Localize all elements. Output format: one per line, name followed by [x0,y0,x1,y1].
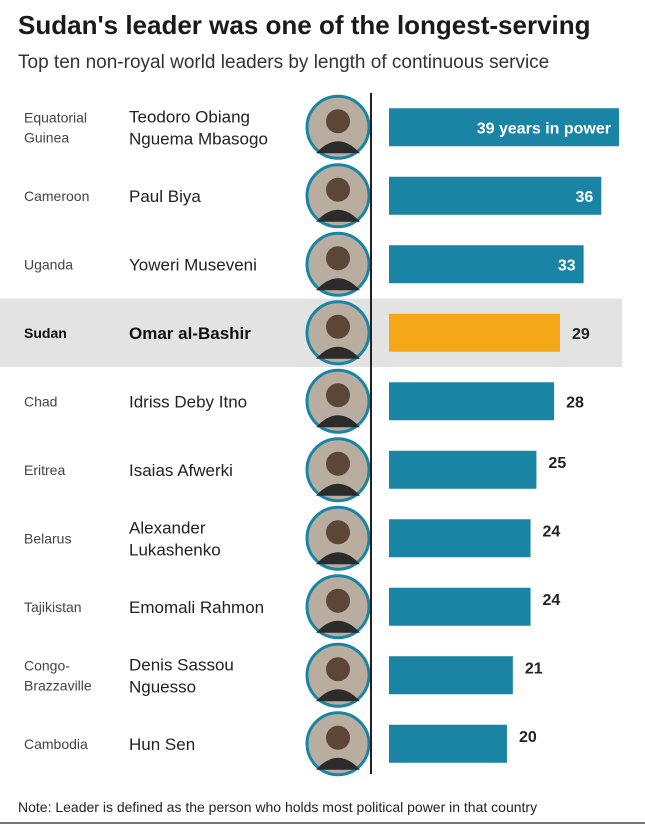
country-label: Eritrea [24,462,65,478]
leader-portrait [305,437,371,503]
portrait-shoulders [316,278,360,291]
leader-name: Teodoro Obiang Nguema Mbasogo [129,107,268,148]
bar [389,382,555,421]
country-label: Cameroon [24,188,89,204]
bar-value-label: 39 years in power [477,120,611,137]
leader-portrait [305,231,371,297]
leader-portrait [305,300,371,366]
bar [389,176,602,215]
leader-name: Omar al-Bashir [129,324,251,343]
portrait-head [326,109,350,134]
bar [389,587,531,626]
country-label: Cambodia [24,736,88,752]
bar-value-label: 33 [558,257,576,274]
country-label: Belarus [24,530,71,546]
bar [389,108,619,147]
portrait-head [326,451,350,476]
leader-name: Paul Biya [129,187,201,206]
country-label: Equatorial Guinea [24,109,87,145]
leader-name: Alexander Lukashenko [129,518,221,559]
bar-value-label: 21 [525,660,543,677]
portrait-head [326,725,350,750]
leader-name: Idriss Deby Itno [129,392,247,411]
footnote: Note: Leader is defined as the person wh… [18,799,538,815]
portrait-shoulders [316,141,360,154]
leader-portrait [305,711,371,777]
portrait-shoulders [316,415,360,428]
leader-portrait [305,574,371,640]
chart-subtitle: Top ten non-royal world leaders by lengt… [18,52,550,73]
bar [389,245,584,284]
leader-portrait [305,505,371,571]
portrait-head [326,246,350,271]
leader-name: Isaias Afwerki [129,461,233,480]
portrait-shoulders [316,209,360,222]
portrait-head [326,588,350,613]
portrait-shoulders [316,689,360,702]
bar-value-label: 24 [543,592,561,609]
leader-name: Denis Sassou Nguesso [129,655,234,696]
leader-name: Emomali Rahmon [129,598,264,617]
bar [389,450,537,489]
country-label: Tajikistan [24,599,82,615]
portrait-head [326,383,350,408]
portrait-head [326,314,350,339]
bar-value-label: 36 [576,189,594,206]
bar [389,656,513,695]
portrait-head [326,520,350,545]
bar [389,313,561,352]
bar-value-label: 29 [572,326,590,343]
leader-portrait [305,163,371,229]
leader-name: Yoweri Museveni [129,255,257,274]
country-label: Chad [24,393,57,409]
bar-value-label: 20 [519,729,537,746]
bar [389,519,531,558]
portrait-shoulders [316,483,360,496]
portrait-shoulders [316,346,360,359]
leader-name: Hun Sen [129,735,195,754]
leader-portrait [305,94,371,160]
leader-portrait [305,368,371,434]
bar-chart: Equatorial Guinea Teodoro Obiang Nguema Mba… [0,93,622,777]
chart-title: Sudan's leader was one of the longest-se… [18,10,591,40]
portrait-head [326,177,350,202]
portrait-head [326,657,350,682]
leader-portrait [305,642,371,708]
country-label: Congo-Brazzaville [24,657,92,693]
bar-value-label: 25 [548,455,566,472]
country-label: Uganda [24,256,73,272]
bar-value-label: 28 [566,394,584,411]
portrait-shoulders [316,552,360,565]
portrait-shoulders [316,757,360,770]
bar [389,724,507,763]
country-label: Sudan [24,325,67,341]
bar-value-label: 24 [543,523,561,540]
portrait-shoulders [316,620,360,633]
footer-divider [0,822,645,824]
